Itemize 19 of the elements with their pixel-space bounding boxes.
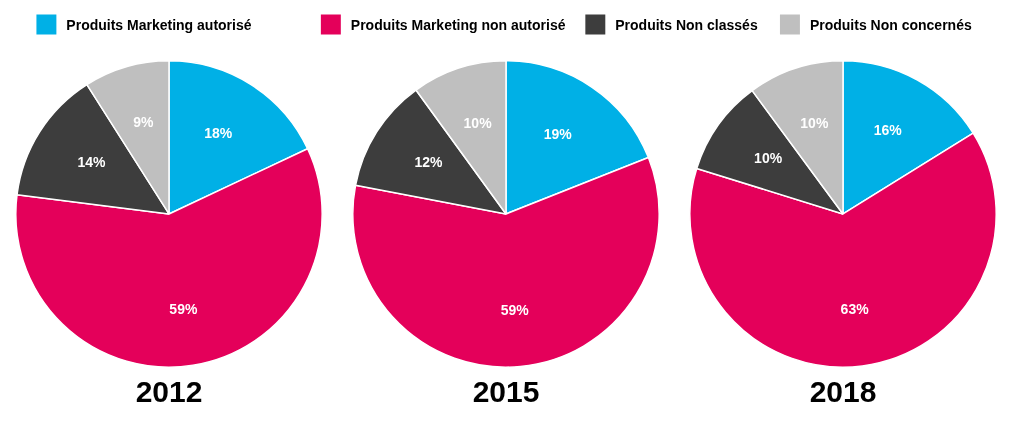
legend-label: Produits Marketing autorisé bbox=[66, 16, 252, 33]
legend-label: Produits Non concernés bbox=[809, 16, 972, 33]
data-label: 9% bbox=[133, 113, 155, 130]
text: 2018 bbox=[809, 375, 877, 409]
data-label: 14% bbox=[77, 154, 106, 171]
data-label: 12% bbox=[414, 154, 443, 171]
text: 2015 bbox=[472, 375, 540, 409]
legend-label: Produits Marketing non autorisé bbox=[350, 16, 566, 33]
data-label: 19% bbox=[543, 126, 573, 143]
legend-label: Produits Non classés bbox=[615, 16, 758, 33]
data-label: 59% bbox=[169, 300, 198, 317]
data-label: 63% bbox=[840, 301, 870, 318]
data-label: 10% bbox=[800, 114, 829, 131]
data-label: 10% bbox=[754, 150, 783, 167]
data-label: 10% bbox=[463, 114, 493, 131]
data-label: 18% bbox=[204, 124, 233, 141]
data-label: 59% bbox=[500, 301, 530, 318]
data-label: 16% bbox=[873, 121, 903, 138]
text: 2012 bbox=[135, 375, 203, 409]
